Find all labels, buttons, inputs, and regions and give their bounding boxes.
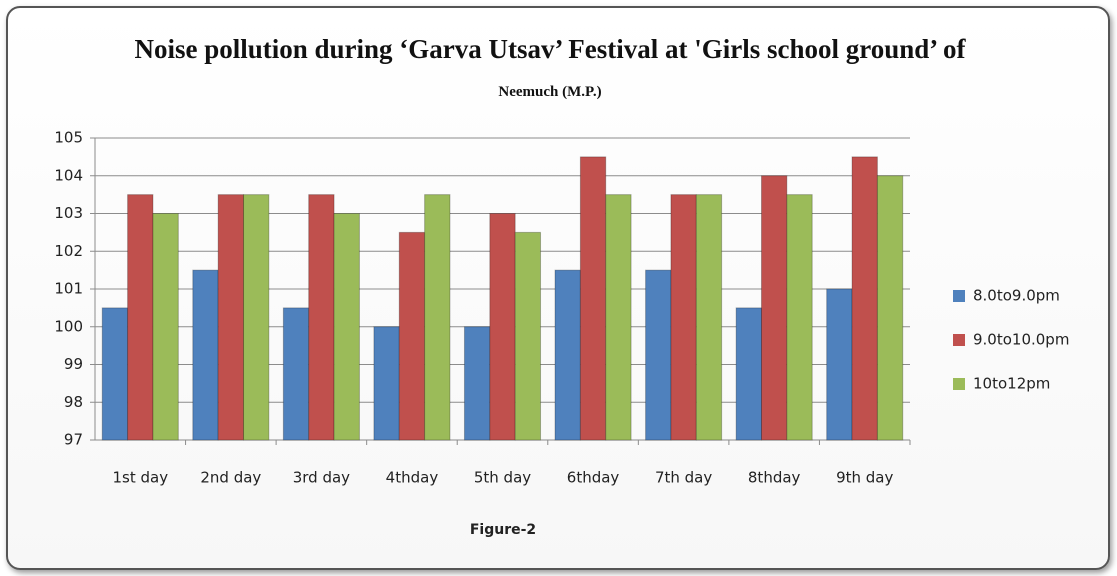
bar (579, 156, 607, 441)
x-tick-label: 7th day (655, 469, 712, 487)
bar (217, 194, 245, 441)
legend-swatch (953, 378, 965, 390)
bar (373, 326, 400, 441)
bar (101, 307, 129, 441)
legend-label: 9.0to10.0pm (973, 331, 1069, 349)
x-tick-label: 8thday (748, 469, 801, 487)
caption: Figure-2 (470, 522, 536, 538)
bar (127, 194, 154, 441)
x-tick-label: 1st day (112, 469, 168, 487)
legend-label: 8.0to9.0pm (973, 287, 1060, 305)
bar (398, 231, 426, 441)
y-tick-label: 99 (64, 355, 83, 373)
bar (735, 307, 762, 441)
bar (463, 326, 491, 441)
x-tick-label: 9th day (836, 469, 893, 487)
chart-title: Noise pollution during ‘Garva Utsav’ Fes… (110, 30, 990, 111)
legend-label: 10to12pm (973, 375, 1050, 393)
x-tick-label: 3rd day (293, 469, 350, 487)
y-tick-label: 105 (54, 129, 83, 147)
y-tick-label: 98 (64, 393, 83, 411)
y-tick-label: 102 (54, 242, 83, 260)
bar (695, 194, 723, 441)
bar (424, 194, 451, 441)
legend-swatch (953, 290, 965, 302)
title-text: Noise pollution during ‘Garva Utsav’ Fes… (134, 34, 966, 64)
y-tick-label: 100 (54, 317, 83, 335)
bar (645, 269, 672, 441)
x-tick-label: 5th day (474, 469, 531, 487)
bar (308, 194, 335, 441)
bar (243, 194, 270, 441)
bar (333, 213, 360, 441)
x-tick-label: 6thday (567, 469, 620, 487)
bar (282, 307, 310, 441)
y-tick-label: 97 (64, 431, 83, 449)
bar (152, 213, 179, 441)
bar (670, 194, 697, 441)
legend-swatch (953, 334, 965, 346)
bar (876, 175, 904, 441)
x-tick-label: 4thday (386, 469, 439, 487)
y-tick-label: 104 (54, 166, 83, 184)
y-tick-label: 103 (54, 204, 83, 222)
bar (851, 156, 878, 441)
bar (760, 175, 788, 441)
bar (192, 269, 219, 441)
y-tick-label: 101 (54, 280, 83, 298)
bar (605, 194, 632, 441)
bar (554, 269, 581, 441)
bar (514, 231, 542, 441)
bar (826, 288, 853, 441)
x-tick-label: 2nd day (200, 469, 261, 487)
bar (489, 213, 516, 441)
bar (786, 194, 813, 441)
title-place: Neemuch (M.P.) (498, 84, 602, 100)
